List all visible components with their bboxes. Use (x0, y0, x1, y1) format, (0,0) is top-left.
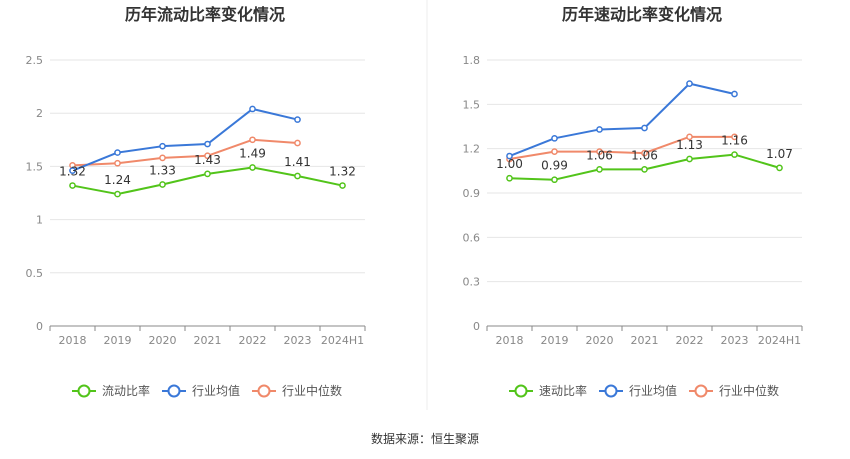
current-ratio-data-label: 1.43 (194, 153, 221, 167)
current-ratio-y-tick-label: 2 (36, 107, 43, 120)
quick-ratio-legend-label: 速动比率 (539, 383, 587, 398)
quick-ratio-series-point (551, 176, 558, 184)
quick-ratio-title: 历年速动比率变化情况 (562, 5, 722, 24)
quick-ratio-series-line (509, 82, 735, 157)
quick-ratio-series-point (506, 152, 513, 160)
current-ratio-series-point (159, 142, 166, 150)
current-ratio-x-tick-label: 2021 (194, 334, 222, 347)
current-ratio-legend-swatch-marker (167, 384, 181, 398)
current-ratio-data-label: 1.32 (59, 165, 86, 179)
current-ratio-data-label: 1.41 (284, 155, 311, 169)
quick-ratio-x-tick-label: 2020 (586, 334, 614, 347)
current-ratio-legend-label: 行业中位数 (282, 383, 342, 398)
current-ratio-x-tick-label: 2020 (149, 334, 177, 347)
current-ratio-series-point (69, 182, 76, 189)
current-ratio-series-point (339, 182, 346, 189)
source-note: 数据来源：恒生聚源 (371, 431, 479, 446)
current-ratio-x-tick-label: 2023 (284, 334, 312, 347)
quick-ratio-data-label: 0.99 (541, 159, 568, 173)
quick-ratio-series-point (641, 166, 648, 173)
quick-ratio-series-point (731, 90, 738, 98)
quick-ratio-series-point (641, 124, 648, 132)
current-ratio-series-point (159, 181, 166, 188)
current-ratio-y-tick-label: 1 (36, 214, 43, 227)
quick-ratio-y-tick-label: 1.5 (463, 98, 481, 111)
quick-ratio-data-label: 1.00 (496, 157, 523, 171)
quick-ratio-x-tick-label: 2021 (631, 334, 659, 347)
quick-ratio-data-label: 1.13 (676, 138, 703, 152)
quick-ratio-data-label: 1.06 (586, 148, 613, 162)
current-ratio-series-point (204, 170, 211, 178)
current-ratio-y-tick-label: 0 (36, 320, 43, 333)
quick-ratio-legend-swatch-marker (604, 384, 618, 398)
current-ratio-series-line (72, 107, 298, 172)
current-ratio-series-point (249, 164, 256, 171)
current-ratio-x-tick-label: 2022 (239, 334, 267, 347)
current-ratio-x-tick-label: 2019 (104, 334, 132, 347)
current-ratio-chart: 历年流动比率变化情况 0 0.5 1 1.5 2 2.5 2018 2019 2020 2021 20… (26, 5, 366, 398)
current-ratio-series-point (69, 167, 76, 175)
quick-ratio-legend-swatch-marker (514, 384, 528, 398)
quick-ratio-series-point (776, 164, 783, 172)
quick-ratio-legend-label: 行业中位数 (719, 383, 779, 398)
current-ratio-legend-label: 行业均值 (192, 383, 240, 398)
current-ratio-series-point (249, 105, 256, 113)
current-ratio-series-point (114, 190, 121, 198)
quick-ratio-series-point (506, 174, 513, 182)
current-ratio-title: 历年流动比率变化情况 (125, 5, 285, 24)
quick-ratio-y-tick-label: 0.9 (463, 187, 481, 200)
current-ratio-legend-swatch-marker (257, 384, 271, 398)
quick-ratio-series-point (686, 133, 693, 141)
quick-ratio-series-point (551, 134, 558, 142)
quick-ratio-y-tick-label: 0 (473, 320, 480, 333)
quick-ratio-y-tick-label: 0.3 (463, 276, 481, 289)
quick-ratio-series-point (731, 133, 738, 141)
current-ratio-series-line (72, 138, 298, 167)
quick-ratio-x-tick-label: 2024H1 (758, 334, 801, 347)
quick-ratio-y-tick-label: 1.8 (463, 54, 481, 67)
current-ratio-series-point (204, 140, 211, 148)
current-ratio-y-tick-label: 1.5 (26, 160, 44, 173)
current-ratio-series-point (294, 172, 301, 180)
current-ratio-series-point (159, 154, 166, 162)
current-ratio-legend-swatch-marker (77, 384, 91, 398)
quick-ratio-legend-label: 行业均值 (629, 383, 677, 398)
current-ratio-data-label: 1.33 (149, 163, 176, 177)
quick-ratio-y-tick-label: 1.2 (463, 143, 481, 156)
quick-ratio-series-point (596, 126, 603, 133)
current-ratio-x-tick-label: 2018 (59, 334, 87, 347)
current-ratio-data-label: 1.49 (239, 146, 266, 160)
quick-ratio-data-label: 1.16 (721, 134, 748, 148)
current-ratio-legend-label: 流动比率 (102, 383, 150, 398)
quick-ratio-x-tick-label: 2019 (541, 334, 569, 347)
current-ratio-data-label: 1.32 (329, 165, 356, 179)
quick-ratio-chart: 历年速动比率变化情况 0 0.3 0.6 0.9 1.2 1.5 1.8 2018 2019 202… (463, 5, 803, 398)
current-ratio-series-point (249, 136, 256, 144)
current-ratio-series-point (114, 149, 121, 156)
quick-ratio-series-point (596, 166, 603, 173)
quick-ratio-series-point (686, 155, 693, 163)
quick-ratio-data-label: 1.06 (631, 148, 658, 162)
current-ratio-y-tick-label: 0.5 (26, 267, 44, 280)
quick-ratio-y-tick-label: 0.6 (463, 231, 481, 244)
current-ratio-data-label: 1.24 (104, 173, 131, 187)
current-ratio-series-point (114, 159, 121, 167)
current-ratio-series-point (294, 139, 301, 147)
quick-ratio-series-point (731, 151, 738, 158)
quick-ratio-x-tick-label: 2022 (676, 334, 704, 347)
quick-ratio-series-point (641, 149, 648, 157)
quick-ratio-x-tick-label: 2018 (496, 334, 524, 347)
quick-ratio-x-tick-label: 2023 (721, 334, 749, 347)
quick-ratio-data-label: 1.07 (766, 147, 793, 161)
quick-ratio-series-line (509, 135, 735, 160)
current-ratio-series-point (294, 116, 301, 123)
quick-ratio-legend-swatch-marker (694, 384, 708, 398)
quick-ratio-series-point (551, 148, 558, 155)
quick-ratio-series-point (596, 148, 603, 155)
current-ratio-y-tick-label: 2.5 (26, 54, 44, 67)
current-ratio-series-point (204, 152, 211, 160)
quick-ratio-series-point (686, 80, 693, 87)
current-ratio-x-tick-label: 2024H1 (321, 334, 364, 347)
